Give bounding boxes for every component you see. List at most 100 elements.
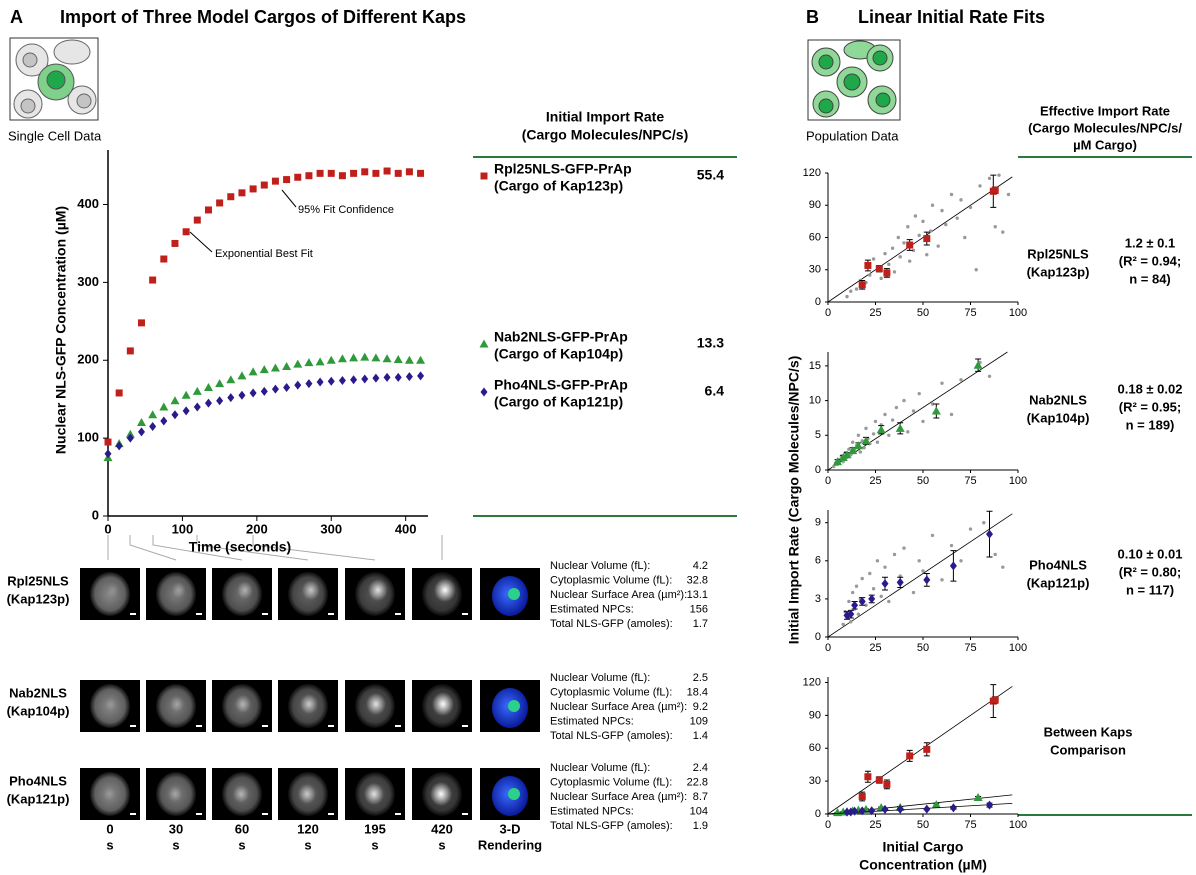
stat-label: Cytoplasmic Volume (fL): xyxy=(550,776,672,788)
stat-value: 2.5 xyxy=(693,672,708,684)
marker xyxy=(116,441,123,450)
marker xyxy=(845,295,848,298)
marker xyxy=(864,262,871,269)
marker xyxy=(328,170,335,177)
marker xyxy=(405,356,414,364)
marker xyxy=(205,206,212,213)
y-tick-label: 10 xyxy=(809,394,821,406)
legend-rate: 55.4 xyxy=(697,167,724,183)
marker xyxy=(950,561,957,570)
stat-value: 1.7 xyxy=(693,618,708,630)
y-tick-label: 400 xyxy=(77,196,99,211)
annotation-arrow xyxy=(282,190,296,207)
marker xyxy=(994,553,997,556)
marker xyxy=(1001,230,1004,233)
marker xyxy=(171,240,178,247)
x-tick-label: 0 xyxy=(825,307,831,319)
marker xyxy=(868,594,875,603)
stat-value: 4.2 xyxy=(693,560,708,572)
marker xyxy=(148,410,157,418)
marker xyxy=(417,371,424,380)
nucleus-image xyxy=(432,692,454,716)
fit-label: 0.10 ± 0.01 xyxy=(1118,546,1183,561)
fit-stats: n = 117) xyxy=(1126,582,1174,597)
marker xyxy=(918,392,921,395)
marker xyxy=(861,577,864,580)
nucleus xyxy=(876,93,890,107)
fit-label: 0.18 ± 0.02 xyxy=(1118,381,1183,396)
marker xyxy=(855,585,858,588)
y-tick-label: 3 xyxy=(815,593,821,605)
marker xyxy=(902,241,905,244)
marker xyxy=(956,216,959,219)
marker xyxy=(205,399,212,408)
stat-value: 1.9 xyxy=(693,820,708,832)
marker xyxy=(937,244,940,247)
marker xyxy=(294,381,301,390)
marker xyxy=(849,290,852,293)
stat-value: 1.4 xyxy=(693,730,708,742)
marker xyxy=(923,575,930,584)
stat-value: 109 xyxy=(690,715,708,727)
marker xyxy=(851,601,858,610)
marker xyxy=(906,225,909,228)
marker xyxy=(271,364,280,372)
marker xyxy=(887,434,890,437)
marker xyxy=(872,257,875,260)
rate-header: (Cargo Molecules/NPC/s/ xyxy=(1028,120,1182,135)
marker xyxy=(862,446,865,449)
marker xyxy=(872,587,875,590)
marker xyxy=(880,595,883,598)
nucleus-image xyxy=(364,783,384,805)
figure: A Import of Three Model Cargos of Differ… xyxy=(0,0,1196,875)
marker xyxy=(160,416,167,425)
nucleus-image xyxy=(107,583,119,597)
scale-bar xyxy=(328,613,334,615)
fit-line xyxy=(828,514,1012,637)
marker xyxy=(944,223,947,226)
marker xyxy=(950,413,953,416)
row-label: (Kap104p) xyxy=(7,703,70,718)
y-tick-label: 0 xyxy=(815,464,821,476)
x-tick-label: 400 xyxy=(395,521,417,536)
marker xyxy=(282,362,291,370)
nucleus-image xyxy=(430,782,452,806)
marker xyxy=(986,801,993,810)
marker xyxy=(227,393,234,402)
nucleus-image xyxy=(434,578,456,602)
nucleus-image xyxy=(368,579,388,601)
x-tick-label: 200 xyxy=(246,521,268,536)
y-tick-label: 120 xyxy=(803,167,821,179)
x-axis-label: Concentration (µM) xyxy=(859,857,987,873)
y-tick-label: 30 xyxy=(809,775,821,787)
scale-bar xyxy=(130,725,136,727)
stat-label: Nuclear Volume (fL): xyxy=(550,672,650,684)
scale-bar xyxy=(328,813,334,815)
marker xyxy=(876,441,879,444)
row-label: Rpl25NLS xyxy=(7,573,69,588)
x-tick-label: 25 xyxy=(869,475,881,487)
marker xyxy=(883,269,890,276)
x-tick-label: 0 xyxy=(825,475,831,487)
nucleus xyxy=(844,74,860,90)
fit-line xyxy=(828,686,1012,814)
marker xyxy=(127,347,134,354)
marker xyxy=(361,374,368,383)
panel-title: Linear Initial Rate Fits xyxy=(858,7,1045,27)
row-label: (Kap123p) xyxy=(1027,264,1090,279)
stat-label: Nuclear Volume (fL): xyxy=(550,762,650,774)
marker xyxy=(864,427,867,430)
scale-bar xyxy=(130,813,136,815)
marker xyxy=(902,399,905,402)
marker xyxy=(859,450,862,453)
marker xyxy=(975,268,978,271)
annotation: Exponential Best Fit xyxy=(215,248,313,260)
stat-value: 13.1 xyxy=(687,589,708,601)
marker xyxy=(883,413,886,416)
marker xyxy=(138,319,145,326)
row-label: (Kap104p) xyxy=(1027,410,1090,425)
x-tick-label: 75 xyxy=(964,475,976,487)
marker xyxy=(959,559,962,562)
marker xyxy=(261,387,268,396)
marker xyxy=(350,170,357,177)
